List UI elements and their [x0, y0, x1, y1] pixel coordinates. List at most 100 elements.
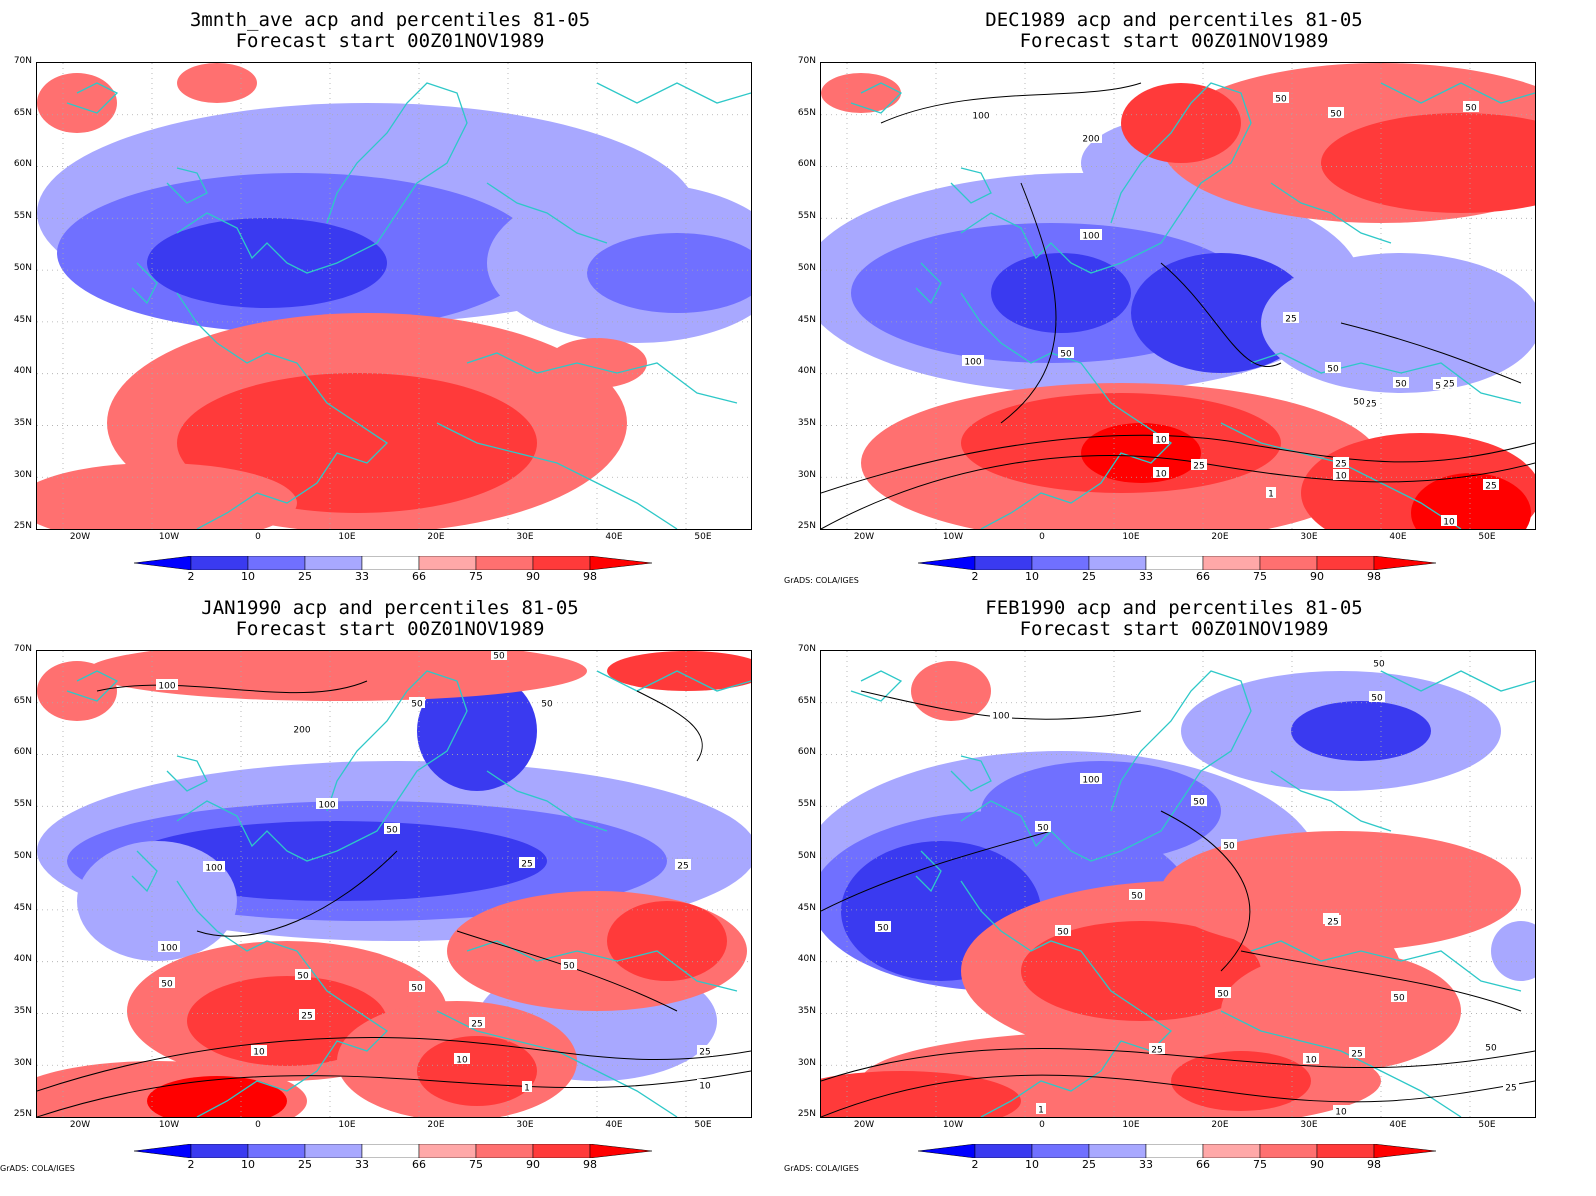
contour-label: 100: [1082, 232, 1099, 242]
lat-tick-label: 45N: [13, 902, 32, 913]
colorbar-svg: [133, 555, 653, 571]
contour-label: 1: [1268, 490, 1274, 500]
lat-tick-label: 50N: [13, 850, 32, 861]
anomaly-shade: [821, 1071, 1021, 1117]
contour-label: 50: [1057, 928, 1069, 938]
colorbar-segment: [190, 555, 249, 571]
contour-label-bg: [1325, 915, 1341, 926]
coastline: [176, 82, 468, 274]
colorbar-segment: [304, 1143, 363, 1159]
anomaly-shade: [87, 651, 587, 701]
contour-label-bg: [1129, 889, 1145, 900]
coastline: [1270, 770, 1392, 832]
contour-label-bg: [962, 355, 984, 366]
contour-label: 50: [1037, 824, 1049, 834]
lon-tick-label: 40E: [605, 532, 623, 542]
colorbar-label: 2: [187, 570, 195, 583]
contour-label: 25: [1505, 1084, 1516, 1094]
lat-tick-label: 25N: [13, 1109, 32, 1120]
coastline: [466, 940, 738, 992]
colorbar-arrow-left: [133, 1143, 192, 1159]
colorbar-segment: [1088, 1143, 1147, 1159]
contour-label-bg: [1369, 691, 1385, 702]
colorbar-arrow-left: [917, 1143, 976, 1159]
lat-tick-label: 60N: [797, 159, 816, 170]
contour-label-bg: [158, 941, 180, 952]
contour-label-bg: [1371, 657, 1387, 668]
anomaly-shade: [1261, 253, 1535, 393]
colorbar-label: 75: [469, 1158, 483, 1171]
colorbar-label: 33: [355, 1158, 369, 1171]
contour-label-bg: [409, 981, 425, 992]
anomaly-shade: [607, 901, 727, 981]
panel-subtitle: Forecast start 00Z01NOV1989: [235, 618, 545, 640]
lon-tick-label: 10W: [158, 1120, 180, 1130]
contour-line: [1240, 950, 1522, 1012]
panel-subtitle: Forecast start 00Z01NOV1989: [1019, 30, 1329, 52]
lon-tick-label: 40E: [1389, 1120, 1407, 1130]
contour-label-bg: [1363, 397, 1379, 408]
contour-label: 25: [521, 860, 532, 870]
contour-label: 25: [1335, 460, 1346, 470]
lon-tick-label: 10E: [338, 532, 356, 542]
colorbar-label: 10: [1025, 1158, 1039, 1171]
anomaly-shade: [177, 373, 537, 513]
coastline: [950, 755, 992, 792]
lon-tick-label: 20W: [69, 532, 91, 542]
lat-tick-label: 30N: [797, 1057, 816, 1068]
panel-title: DEC1989 acp and percentiles 81-05: [985, 9, 1363, 31]
colorbar-label: 25: [1082, 570, 1096, 583]
contour-label: 100: [205, 864, 222, 874]
lat-tick-label: 35N: [13, 417, 32, 428]
panel-title: FEB1990 acp and percentiles 81-05: [985, 597, 1363, 619]
coastline: [596, 82, 751, 104]
colorbar-segment: [361, 555, 420, 571]
anomaly-shade: [77, 841, 237, 961]
colorbar-arrow-right: [589, 555, 653, 571]
colorbar-segment: [532, 1143, 591, 1159]
colorbar-label: 98: [1367, 570, 1381, 583]
colorbar-label: 25: [298, 570, 312, 583]
coastline: [596, 670, 751, 692]
anomaly-shade: [37, 661, 117, 721]
map-svg: 100 200 50 50 50 100 50 25 25 100 100 50 50 50 50 25 25 1…: [37, 651, 751, 1117]
lon-tick-label: 20E: [427, 1120, 445, 1130]
contour-label: 1: [1038, 1106, 1044, 1116]
lon-tick-label: 10W: [942, 532, 964, 542]
contour-label-bg: [251, 1045, 267, 1056]
lat-tick-label: 70N: [797, 644, 816, 654]
anomaly-shade: [1021, 921, 1261, 1021]
contour-label: 10: [1155, 470, 1167, 480]
anomaly-shade: [911, 661, 991, 721]
map-panel-feb1990: FEB1990 acp and percentiles 81-05 Forecas…: [784, 588, 1564, 1178]
contour-label: 50: [1327, 365, 1339, 375]
panel-subtitle: Forecast start 00Z01NOV1989: [235, 30, 545, 52]
contour-label: 100: [972, 112, 989, 122]
colorbar-label: 90: [526, 570, 540, 583]
colorbar-segment: [1031, 555, 1090, 571]
lon-tick-label: 40E: [1389, 532, 1407, 542]
contour-label: 100: [158, 682, 175, 692]
anomaly-shade: [1291, 701, 1431, 761]
anomaly-shade: [981, 761, 1221, 861]
lat-tick-label: 50N: [13, 262, 32, 273]
colorbar-segment: [974, 1143, 1033, 1159]
lat-tick-label: 70N: [797, 56, 816, 66]
contour-label-bg: [1273, 92, 1289, 103]
colorbar-segment: [1259, 555, 1318, 571]
colorbar-label: 66: [412, 1158, 426, 1171]
coastline: [960, 82, 1252, 274]
anomaly-shade: [1081, 423, 1201, 483]
contour-label: 50: [877, 924, 889, 934]
map-panel-jan1990: JAN1990 acp and percentiles 81-05 Forecas…: [0, 588, 780, 1178]
contour-line: [456, 930, 678, 1012]
coastline: [436, 422, 678, 529]
contour-line: [1000, 182, 1057, 424]
contour-label-bg: [159, 977, 175, 988]
lon-tick-label: 50E: [694, 1120, 712, 1130]
lat-tick-label: 50N: [797, 850, 816, 861]
colorbar-segment: [475, 555, 534, 571]
contour-label: 50: [1371, 694, 1383, 704]
contour-label-bg: [522, 1081, 532, 1092]
contour-label: 50: [1217, 990, 1229, 1000]
